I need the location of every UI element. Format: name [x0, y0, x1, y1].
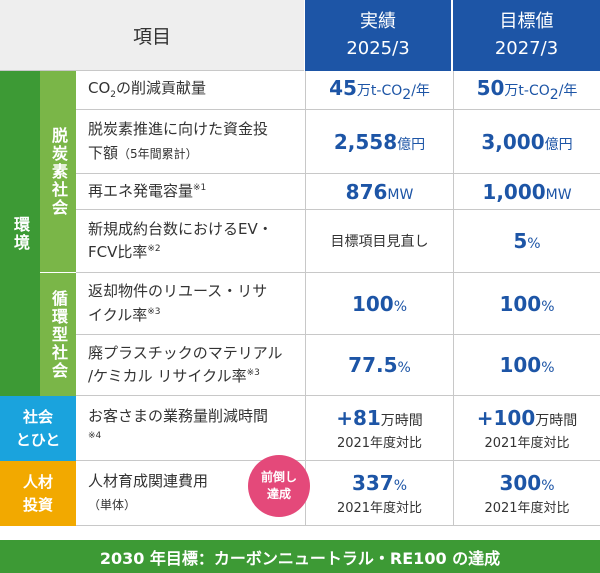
row-ev-label: 新規成約台数におけるEV・ FCV比率※2: [76, 210, 305, 273]
row-plastic-target: 100%: [453, 335, 600, 396]
row-finance-label: 脱炭素推進に向けた資金投 下額（5年間累計）: [76, 110, 305, 174]
category-decarbonization-label: 脱炭素社会: [49, 126, 68, 217]
row-reuse-target: 100%: [453, 273, 600, 335]
row-reuse-label: 返却物件のリユース・リサ イクル率※3: [76, 273, 305, 335]
row-renewable-actual: 876MW: [305, 174, 453, 210]
category-hr-line2: 投資: [22, 495, 53, 514]
category-society-line1: 社会: [22, 408, 53, 426]
category-circular: 循環型社会: [40, 273, 76, 396]
category-environment: 環境: [0, 71, 40, 396]
header-target-title: 目標値: [499, 11, 554, 33]
row-ev-actual: 目標項目見直し: [305, 210, 453, 273]
row-hr-label: 人材育成関連費用 （単体）: [76, 461, 305, 526]
row-plastic-label: 廃プラスチックのマテリアル/ケミカル リサイクル率※3: [76, 335, 305, 396]
category-hr-line1: 人材: [22, 473, 53, 491]
header-target-date: 2027/3: [494, 37, 559, 59]
header-actual-date: 2025/3: [346, 37, 410, 59]
category-society-line2: とひと: [15, 430, 61, 449]
row-finance-actual: 2,558億円: [305, 110, 453, 174]
row-workload-target: +100万時間 2021年度対比: [453, 396, 600, 461]
row-co2-actual: 45万t-CO2/年: [305, 71, 453, 110]
row-ev-target: 5%: [453, 210, 600, 273]
row-reuse-actual: 100%: [305, 273, 453, 335]
row-plastic-actual: 77.5%: [305, 335, 453, 396]
header-actual: 実績 2025/3: [305, 0, 451, 71]
header-target: 目標値 2027/3: [453, 0, 600, 71]
footer-goal-text: 2030 年目標：カーボンニュートラル・RE100 の達成: [99, 548, 501, 568]
row-hr-target: 300% 2021年度対比: [453, 461, 600, 526]
row-co2-label: CO2の削減貢献量: [76, 71, 305, 110]
row-renewable-target: 1,000MW: [453, 174, 600, 210]
category-decarbonization: 脱炭素社会: [40, 71, 76, 273]
footer-goal: 2030 年目標：カーボンニュートラル・RE100 の達成: [0, 540, 600, 573]
header-item-label: 項目: [132, 25, 171, 48]
category-circular-label: 循環型社会: [49, 289, 68, 380]
category-society: 社会 とひと: [0, 396, 76, 461]
row-co2-target: 50万t-CO2/年: [453, 71, 600, 110]
header-actual-title: 実績: [360, 11, 396, 33]
header-item: 項目: [0, 0, 304, 71]
row-workload-actual: +81万時間 2021年度対比: [305, 396, 453, 461]
row-workload-label: お客さまの業務量削減時間 ※4: [76, 396, 305, 461]
category-hr: 人材 投資: [0, 461, 76, 526]
category-environment-label: 環境: [11, 215, 30, 252]
row-hr-actual: 337% 2021年度対比: [305, 461, 453, 526]
early-achievement-badge: 前倒し 達成: [248, 455, 310, 517]
row-finance-target: 3,000億円: [453, 110, 600, 174]
row-renewable-label: 再エネ発電容量※1: [76, 174, 305, 210]
